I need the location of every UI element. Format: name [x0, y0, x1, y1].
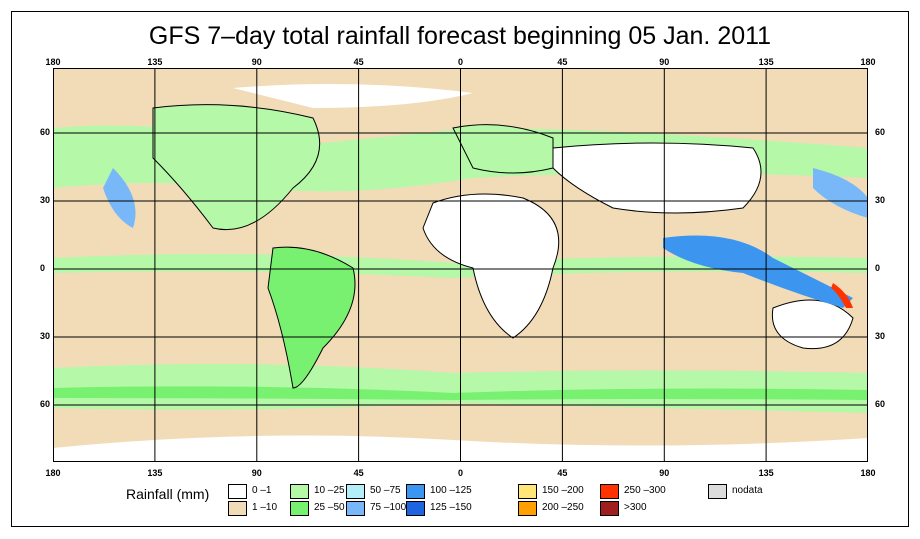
legend-label: 75 –100 — [370, 502, 407, 513]
legend-label: 1 –10 — [252, 502, 278, 513]
legend-swatch — [346, 501, 365, 516]
top-lon-label: 45 — [557, 57, 568, 67]
left-lat-label: 60 — [40, 127, 51, 137]
top-lon-label: 135 — [147, 57, 163, 67]
legend-label: 150 –200 — [542, 485, 584, 496]
top-lon-label: 90 — [659, 57, 670, 67]
bottom-lon-label: 135 — [147, 468, 163, 478]
legend-label: nodata — [732, 485, 763, 496]
left-lat-label: 30 — [40, 195, 51, 205]
right-lat-label: 30 — [875, 331, 886, 341]
bottom-lon-label: 135 — [758, 468, 774, 478]
bottom-lon-label: 180 — [45, 468, 61, 478]
bottom-lon-label: 45 — [557, 468, 568, 478]
legend-swatch — [708, 484, 727, 499]
left-lat-label: 30 — [40, 331, 51, 341]
europe — [452, 124, 554, 174]
legend-swatch — [346, 484, 365, 499]
left-lat-label: 60 — [40, 399, 51, 409]
legend-label: 125 –150 — [430, 502, 472, 513]
legend-swatch — [228, 484, 247, 499]
bottom-lon-label: 45 — [353, 468, 364, 478]
africa — [422, 193, 560, 339]
top-lon-label: 135 — [758, 57, 774, 67]
right-lat-label: 60 — [875, 399, 886, 409]
legend-swatch — [406, 484, 425, 499]
pacific-rain — [103, 168, 136, 228]
top-lon-label: 180 — [860, 57, 876, 67]
legend-title: Rainfall (mm) — [126, 486, 210, 502]
asia — [552, 142, 762, 214]
legend-label: 100 –125 — [430, 485, 472, 496]
bottom-lon-label: 180 — [860, 468, 876, 478]
figure-frame — [11, 11, 909, 527]
legend-label: 50 –75 — [370, 485, 401, 496]
australia — [771, 299, 854, 350]
bottom-lon-label: 90 — [659, 468, 670, 478]
top-lon-label: 90 — [251, 57, 262, 67]
legend-swatch — [600, 484, 619, 499]
legend-label: 250 –300 — [624, 485, 666, 496]
legend-label: 10 –25 — [314, 485, 345, 496]
left-lat-label: 0 — [40, 263, 46, 273]
arctic-dry-area — [233, 84, 473, 108]
legend-swatch — [290, 501, 309, 516]
maritime-continent-rain — [663, 235, 853, 308]
top-lon-label: 0 — [457, 57, 464, 67]
legend-label: 0 –1 — [252, 485, 272, 496]
bottom-lon-label: 0 — [457, 468, 464, 478]
legend-swatch — [600, 501, 619, 516]
legend-label: >300 — [624, 502, 647, 513]
legend-label: 25 –50 — [314, 502, 345, 513]
right-lat-label: 0 — [875, 263, 881, 273]
right-lat-label: 30 — [875, 195, 886, 205]
rainfall-map — [53, 68, 868, 462]
top-lon-label: 45 — [353, 57, 364, 67]
south-america — [267, 246, 356, 389]
graticule — [53, 68, 868, 462]
top-lon-label: 180 — [45, 57, 61, 67]
right-lat-label: 60 — [875, 127, 886, 137]
legend-swatch — [518, 484, 537, 499]
legend-swatch — [518, 501, 537, 516]
legend-swatch — [406, 501, 425, 516]
bottom-lon-label: 90 — [251, 468, 262, 478]
legend-label: 200 –250 — [542, 502, 584, 513]
north-america — [152, 104, 321, 231]
map-title: GFS 7–day total rainfall forecast beginn… — [148, 22, 772, 50]
legend-swatch — [228, 501, 247, 516]
legend-swatch — [290, 484, 309, 499]
